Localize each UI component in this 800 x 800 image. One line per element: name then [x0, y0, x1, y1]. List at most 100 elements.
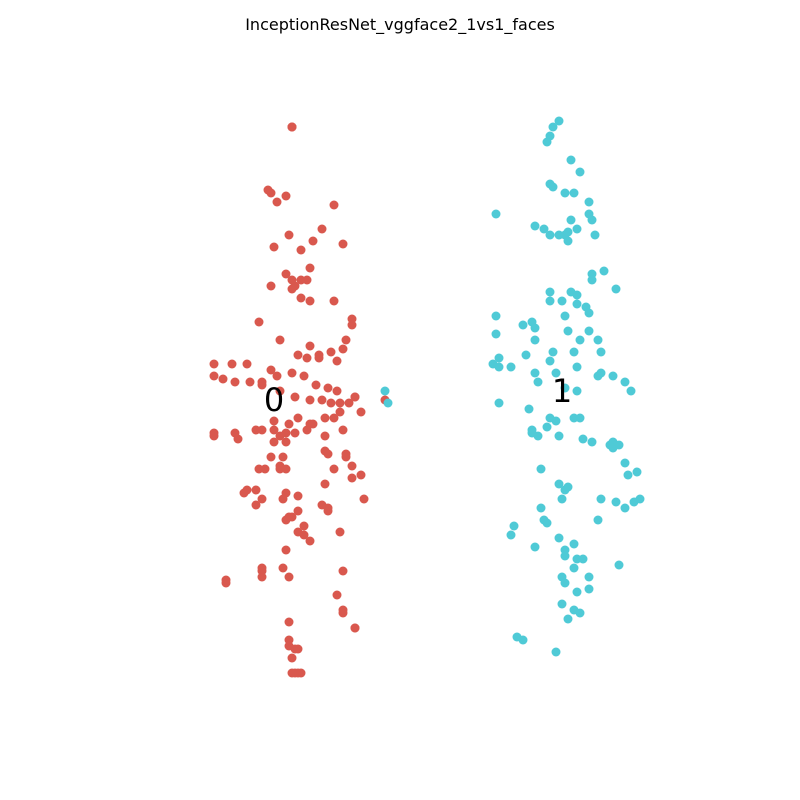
- scatter-point: [311, 380, 321, 390]
- scatter-point: [491, 209, 501, 219]
- scatter-point: [266, 452, 276, 462]
- scatter-point: [293, 413, 303, 423]
- scatter-point: [593, 371, 603, 381]
- scatter-point: [281, 437, 291, 447]
- scatter-point: [584, 326, 594, 336]
- scatter-point: [611, 497, 621, 507]
- scatter-point: [293, 350, 303, 360]
- scatter-point: [584, 572, 594, 582]
- scatter-point: [533, 377, 543, 387]
- scatter-point: [293, 491, 303, 501]
- scatter-point: [554, 479, 564, 489]
- scatter-point: [326, 347, 336, 357]
- scatter-point: [278, 563, 288, 573]
- scatter-point: [299, 371, 309, 381]
- scatter-point: [584, 308, 594, 318]
- scatter-point: [596, 347, 606, 357]
- scatter-point: [569, 188, 579, 198]
- scatter-point: [302, 275, 312, 285]
- scatter-point: [302, 425, 312, 435]
- scatter-point: [356, 407, 366, 417]
- scatter-point: [329, 296, 339, 306]
- scatter-point: [587, 215, 597, 225]
- scatter-point: [254, 317, 264, 327]
- scatter-point: [341, 335, 351, 345]
- scatter-point: [557, 599, 567, 609]
- scatter-point: [209, 431, 219, 441]
- scatter-point: [257, 377, 267, 387]
- scatter-point: [317, 224, 327, 234]
- scatter-point: [302, 353, 312, 363]
- scatter-point: [305, 536, 315, 546]
- scatter-point: [494, 362, 504, 372]
- scatter-point: [554, 431, 564, 441]
- scatter-point: [323, 506, 333, 516]
- scatter-point: [623, 470, 633, 480]
- scatter-point: [518, 320, 528, 330]
- scatter-point: [578, 554, 588, 564]
- scatter-point: [317, 500, 327, 510]
- scatter-point: [290, 392, 300, 402]
- scatter-point: [242, 359, 252, 369]
- scatter-point: [536, 503, 546, 513]
- scatter-point: [287, 284, 297, 294]
- scatter-point: [536, 464, 546, 474]
- scatter-point: [542, 422, 552, 432]
- scatter-point: [221, 578, 231, 588]
- scatter-point: [494, 398, 504, 408]
- scatter-point: [557, 494, 567, 504]
- scatter-point: [296, 668, 306, 678]
- scatter-point: [551, 416, 561, 426]
- points-layer: [209, 116, 645, 678]
- scatter-point: [269, 242, 279, 252]
- scatter-point: [335, 527, 345, 537]
- scatter-point: [308, 236, 318, 246]
- scatter-point: [560, 188, 570, 198]
- scatter-point: [275, 464, 285, 474]
- scatter-point: [572, 290, 582, 300]
- scatter-point: [269, 425, 279, 435]
- scatter-point: [323, 383, 333, 393]
- scatter-point: [563, 236, 573, 246]
- scatter-point: [545, 230, 555, 240]
- cluster-label-0: 0: [264, 381, 284, 419]
- scatter-point: [608, 371, 618, 381]
- scatter-point: [542, 137, 552, 147]
- scatter-point: [287, 122, 297, 132]
- scatter-point: [551, 368, 561, 378]
- scatter-point: [344, 398, 354, 408]
- scatter-point: [287, 368, 297, 378]
- scatter-point: [338, 566, 348, 576]
- scatter-point: [284, 572, 294, 582]
- scatter-point: [620, 377, 630, 387]
- scatter-point: [317, 395, 327, 405]
- scatter-point: [335, 398, 345, 408]
- scatter-point: [296, 245, 306, 255]
- scatter-point: [554, 116, 564, 126]
- scatter-point: [575, 335, 585, 345]
- scatter-point: [530, 221, 540, 231]
- scatter-point: [563, 482, 573, 492]
- scatter-point: [632, 467, 642, 477]
- scatter-point: [569, 347, 579, 357]
- scatter-point: [566, 215, 576, 225]
- scatter-point: [245, 377, 255, 387]
- scatter-point: [272, 197, 282, 207]
- scatter-point: [287, 668, 297, 678]
- scatter-point: [548, 347, 558, 357]
- scatter-point: [275, 431, 285, 441]
- scatter-point: [554, 533, 564, 543]
- scatter-point: [278, 452, 288, 462]
- scatter-point: [563, 326, 573, 336]
- scatter-point: [524, 404, 534, 414]
- scatter-point: [251, 485, 261, 495]
- scatter-point: [272, 371, 282, 381]
- scatter-point: [563, 227, 573, 237]
- scatter-point: [278, 494, 288, 504]
- scatter-point: [584, 197, 594, 207]
- scatter-point: [518, 635, 528, 645]
- chart-title: InceptionResNet_vggface2_1vs1_faces: [245, 15, 555, 35]
- scatter-point: [608, 443, 618, 453]
